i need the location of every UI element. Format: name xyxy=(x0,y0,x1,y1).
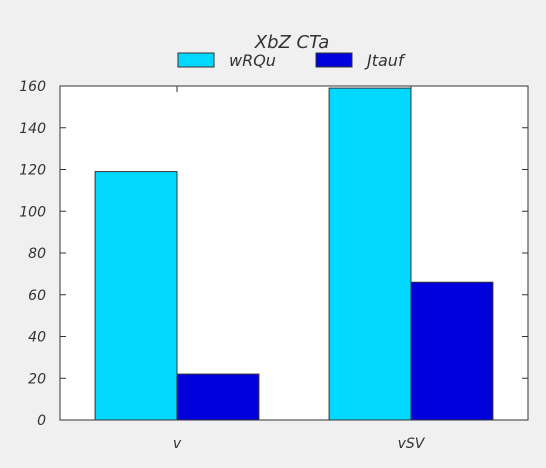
y-tick-label: 100 xyxy=(19,204,46,220)
legend-swatch-Jtauf xyxy=(315,52,353,68)
x-tick-label: v xyxy=(173,436,182,452)
bar-wRQu-vSV xyxy=(328,87,412,421)
legend-swatch-wRQu xyxy=(177,52,215,68)
bar-Jtauf-v xyxy=(176,373,260,421)
bars-group xyxy=(94,87,494,421)
y-tick-label: 20 xyxy=(28,371,46,387)
y-tick-label: 160 xyxy=(19,79,46,95)
chart-title: XbZ CTa xyxy=(254,32,330,53)
x-tick-label: vSV xyxy=(398,436,426,452)
legend-label-Jtauf: Jtauf xyxy=(364,51,406,70)
y-ticks-group: 0 20 40 60 80 100 120 140 160 xyxy=(19,79,528,429)
y-tick-label: 0 xyxy=(37,413,46,429)
y-tick-label: 40 xyxy=(28,330,46,346)
y-tick-label: 140 xyxy=(19,121,46,137)
y-tick-label: 80 xyxy=(28,246,46,262)
bar-Jtauf-vSV xyxy=(410,281,494,421)
bar-wRQu-v xyxy=(94,171,178,421)
plot-frame xyxy=(59,85,529,421)
legend-label-wRQu: wRQu xyxy=(229,51,276,70)
y-tick-label: 120 xyxy=(19,163,46,179)
x-ticks-group: v vSV xyxy=(173,86,426,452)
y-tick-label: 60 xyxy=(28,288,46,304)
legend: wRQu Jtauf xyxy=(177,51,406,70)
